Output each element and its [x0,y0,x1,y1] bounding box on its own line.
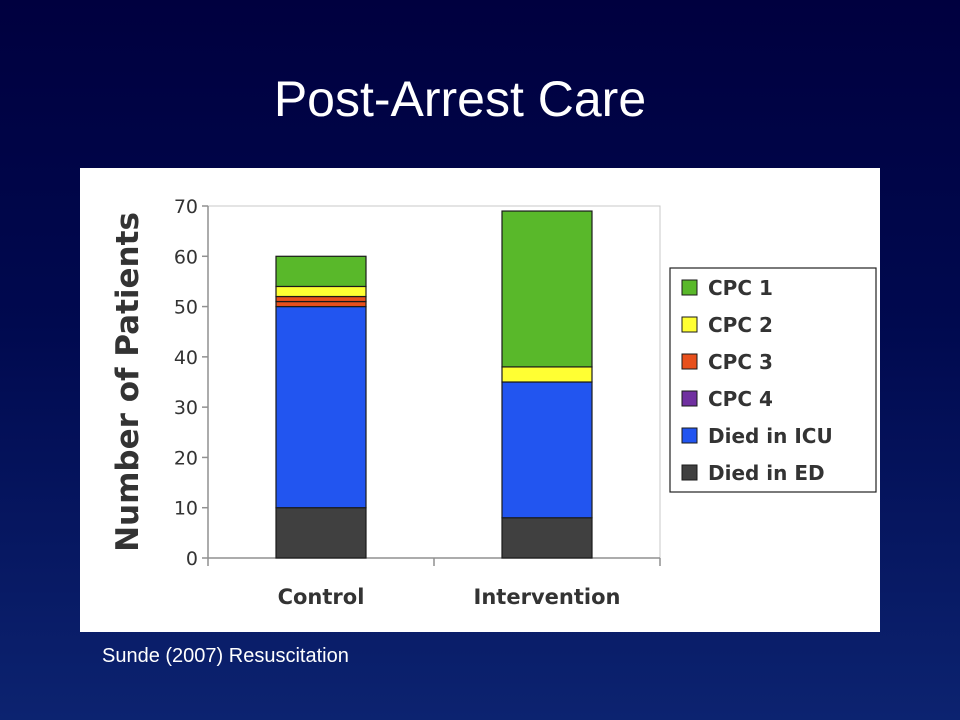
legend-label: CPC 1 [708,276,773,300]
y-tick-label: 20 [174,447,198,469]
legend-swatch [681,427,698,444]
y-tick-label: 70 [174,196,198,218]
stacked-bar-chart: 0 10 20 30 40 50 60 70 Number of Patients Control… [110,196,877,609]
y-tick-label: 60 [174,246,198,268]
citation: Sunde (2007) Resuscitation [102,645,349,667]
bar-segment-intervention-cpc-1 [501,210,593,368]
y-tick-label: 50 [174,297,198,319]
x-category-label: Intervention [474,585,621,609]
legend-label: CPC 2 [708,313,773,337]
y-tick-label: 0 [186,548,198,570]
bar-segment-control-died-in-icu [275,305,367,509]
bar-segment-control-cpc-2 [275,285,367,298]
legend-swatch [681,279,698,296]
bar-segment-control-cpc-3 [275,300,367,308]
y-axis-title: Number of Patients [110,212,146,552]
bar-segment-intervention-died-in-icu [501,381,593,519]
legend-swatch [681,316,698,333]
legend-swatch [681,390,698,407]
legend-label: Died in ED [708,461,825,485]
bar-segment-control-cpc-1 [275,255,367,288]
slide-title: Post-Arrest Care [273,71,647,127]
y-tick-label: 30 [174,397,198,419]
bar-segment-control-died-in-ed [275,507,367,559]
x-category-label: Control [278,585,365,609]
legend-label: Died in ICU [708,424,833,448]
legend-swatch [681,464,698,481]
y-tick-label: 40 [174,347,198,369]
y-tick-label: 10 [174,498,198,520]
bar-segment-intervention-died-in-ed [501,517,593,559]
bar-segment-control-cpc-3-upper [275,295,367,303]
legend-box [669,267,877,493]
legend-label: CPC 3 [708,350,773,374]
legend-swatch [681,353,698,370]
chart-panel: 0 10 20 30 40 50 60 70 Number of Patients Control… [80,168,880,632]
bar-segment-intervention-cpc-2 [501,366,593,383]
legend-label: CPC 4 [708,387,773,411]
